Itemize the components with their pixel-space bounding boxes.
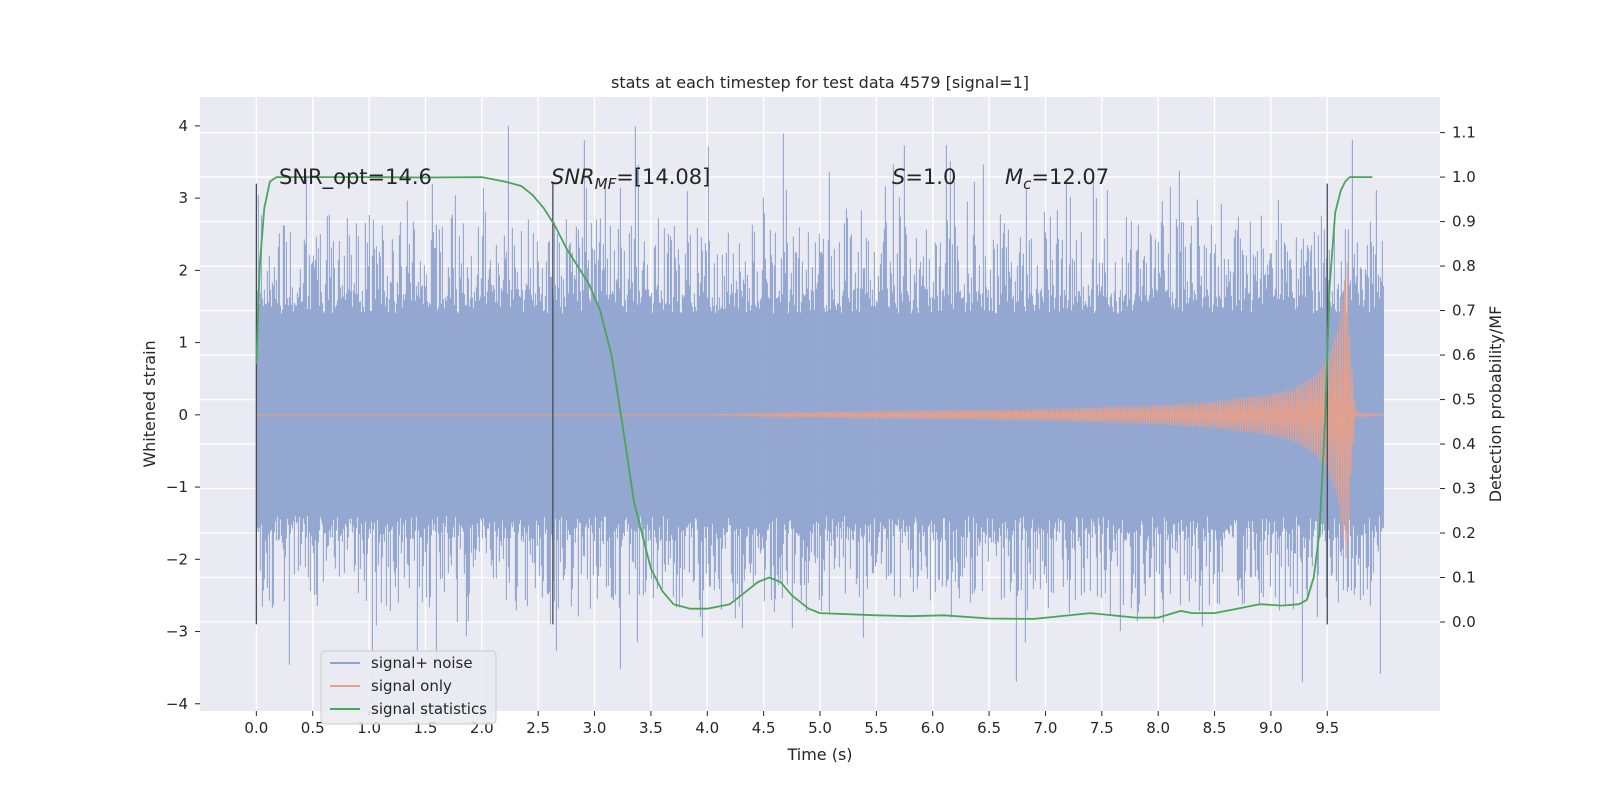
snr-opt-annotation: SNR_opt=14.6 [279, 165, 432, 190]
right-y-tick-label-8: 0.3 [1452, 480, 1476, 498]
right-y-tick-label-2: 0.9 [1452, 213, 1476, 231]
x-tick-label-5: 2.5 [526, 719, 550, 737]
x-axis-label: Time (s) [786, 745, 852, 764]
x-tick-label-13: 6.5 [977, 719, 1001, 737]
x-tick-label-16: 8.0 [1146, 719, 1170, 737]
right-y-tick-label-7: 0.4 [1452, 435, 1476, 453]
snr-mf-annotation: SNRMF=[14.08] [551, 165, 710, 193]
y-tick-label-5: −1 [166, 478, 188, 496]
signal-statistics-line [255, 176, 1373, 620]
y-tick-label-1: 3 [178, 189, 188, 207]
right-y-axis-label: Detection probability/MF [1486, 306, 1505, 503]
x-tick-label-10: 5.0 [808, 719, 832, 737]
x-tick-label-14: 7.0 [1034, 719, 1058, 737]
y-tick-label-2: 2 [178, 261, 188, 279]
tick-labels: 0.0 0.5 1.0 1.5 2.0 2.5 3.0 3.5 4.0 4.5 5.0 5.5 6.0 6… [166, 117, 1476, 737]
x-tick-label-18: 9.0 [1259, 719, 1283, 737]
x-tick-label-8: 4.0 [695, 719, 719, 737]
x-tick-label-1: 0.5 [301, 719, 325, 737]
y-tick-label-8: −4 [166, 695, 188, 713]
y-tick-label-4: 0 [178, 406, 188, 424]
y-tick-label-7: −3 [166, 623, 188, 641]
right-y-tick-label-1: 1.0 [1452, 168, 1476, 186]
right-y-tick-label-3: 0.8 [1452, 257, 1476, 275]
legend-label-signal-noise: signal+ noise [371, 654, 473, 672]
right-y-tick-label-6: 0.5 [1452, 391, 1476, 409]
signal-only-line [256, 262, 1384, 559]
chart-title: stats at each timestep for test data 457… [611, 73, 1029, 92]
snr-mf-label: SNR [551, 165, 595, 189]
x-tick-label-19: 9.5 [1315, 719, 1339, 737]
x-tick-label-7: 3.5 [639, 719, 663, 737]
snr-mf-subscript: MF [595, 175, 617, 193]
right-y-tick-label-11: 0.0 [1452, 613, 1476, 631]
right-y-tick-label-4: 0.7 [1452, 302, 1476, 320]
signal-only-series [256, 262, 1384, 559]
x-tick-label-9: 4.5 [752, 719, 776, 737]
right-y-tick-label-10: 0.1 [1452, 569, 1476, 587]
x-tick-label-12: 6.0 [921, 719, 945, 737]
legend-label-signal-statistics: signal statistics [371, 700, 487, 718]
signal-statistics-series [255, 176, 1373, 620]
y-tick-label-6: −2 [166, 550, 188, 568]
mc-value: =12.07 [1031, 165, 1109, 189]
x-tick-label-6: 3.0 [583, 719, 607, 737]
y-tick-label-3: 1 [178, 334, 188, 352]
vertical-markers [255, 183, 1328, 625]
y-tick-label-0: 4 [178, 117, 188, 135]
right-y-tick-label-5: 0.6 [1452, 346, 1476, 364]
x-tick-label-11: 5.5 [864, 719, 888, 737]
right-y-tick-label-0: 1.1 [1452, 124, 1476, 142]
mc-subscript: c [1023, 175, 1032, 193]
snr-mf-value: =[14.08] [616, 165, 710, 189]
y-axis-label: Whitened strain [140, 340, 159, 467]
right-y-tick-label-9: 0.2 [1452, 524, 1476, 542]
legend: signal+ noise signal only signal statist… [320, 650, 497, 725]
s-label: S [892, 165, 905, 189]
x-tick-label-15: 7.5 [1090, 719, 1114, 737]
s-annotation: S=1.0 [892, 165, 956, 189]
legend-label-signal-only: signal only [371, 677, 452, 695]
legend-box [320, 650, 497, 725]
mc-label: M [1005, 165, 1023, 189]
mc-annotation: Mc=12.07 [1005, 165, 1109, 193]
x-tick-label-17: 8.5 [1203, 719, 1227, 737]
x-tick-label-0: 0.0 [244, 719, 268, 737]
s-value: =1.0 [905, 165, 956, 189]
